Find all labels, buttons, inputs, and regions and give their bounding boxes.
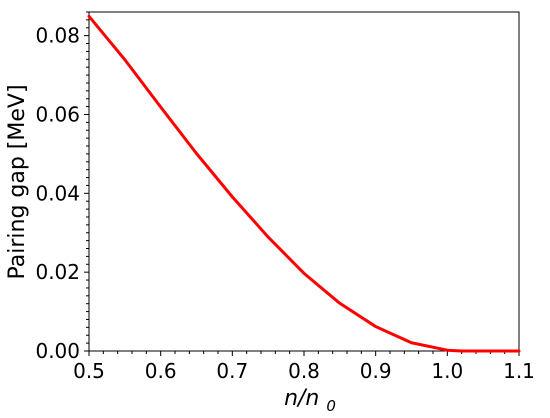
y-tick-labels: 0.00 0.02 0.04 0.06 0.08 bbox=[35, 24, 80, 363]
x-tick-label: 0.7 bbox=[216, 359, 248, 383]
plot-frame bbox=[88, 11, 520, 352]
x-tick-label: 0.8 bbox=[288, 359, 320, 383]
series-layer bbox=[87, 14, 521, 353]
x-tick-label: 1.1 bbox=[503, 359, 535, 383]
x-tick-label: 0.5 bbox=[73, 359, 105, 383]
y-tick-label: 0.06 bbox=[35, 102, 80, 126]
x-axis-label-main: n/n bbox=[284, 386, 319, 411]
y-axis-label: Pairing gap [MeV] bbox=[5, 84, 30, 279]
series-line bbox=[87, 14, 521, 353]
y-tick-label: 0.00 bbox=[35, 339, 80, 363]
axes bbox=[88, 11, 520, 352]
y-tick-label: 0.02 bbox=[35, 260, 80, 284]
x-tick-label: 0.6 bbox=[145, 359, 177, 383]
x-tick-labels: 0.5 0.6 0.7 0.8 0.9 1.0 1.1 bbox=[73, 359, 535, 383]
x-tick-label: 0.9 bbox=[360, 359, 392, 383]
tick-marks bbox=[84, 11, 520, 356]
x-axis-label-subscript: 0 bbox=[326, 397, 336, 415]
x-axis-label: n/n 0 bbox=[284, 386, 336, 415]
x-tick-label: 1.0 bbox=[431, 359, 463, 383]
y-tick-label: 0.08 bbox=[35, 24, 80, 48]
y-tick-label: 0.04 bbox=[35, 181, 80, 205]
